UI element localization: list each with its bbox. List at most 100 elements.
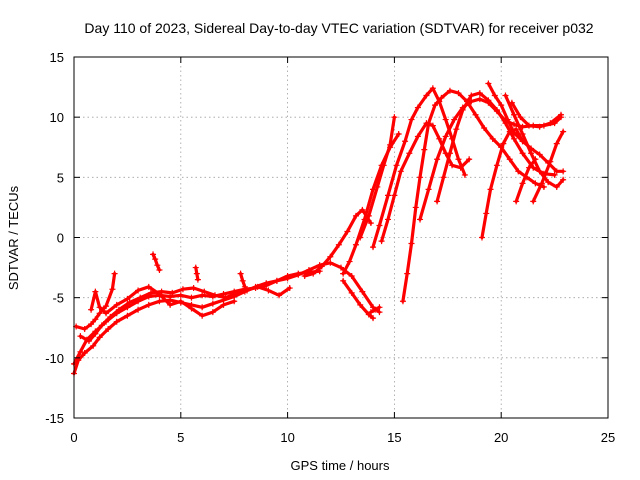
data-point-marker <box>528 150 535 157</box>
data-point-marker <box>177 292 184 299</box>
data-point-marker <box>137 294 144 301</box>
data-point-marker <box>318 263 325 270</box>
data-point-marker <box>466 156 473 163</box>
data-point-marker <box>408 240 415 247</box>
data-point-marker <box>305 266 312 273</box>
data-point-marker <box>378 238 385 245</box>
data-point-marker <box>532 156 539 163</box>
data-point-marker <box>449 162 456 169</box>
data-point-marker <box>209 309 216 316</box>
data-point-marker <box>352 212 359 219</box>
data-point-marker <box>423 92 430 99</box>
series-trace <box>510 101 563 129</box>
data-point-marker <box>113 318 120 325</box>
data-point-marker <box>489 135 496 142</box>
data-point-marker <box>417 174 424 181</box>
data-point-marker <box>359 206 366 213</box>
data-point-marker <box>434 156 441 163</box>
data-point-marker <box>402 138 409 145</box>
data-point-marker <box>348 289 355 296</box>
series-spike-near-6h <box>192 264 201 283</box>
series-tail-near-14h <box>367 304 383 316</box>
data-point-marker <box>414 133 421 140</box>
data-point-marker <box>105 325 112 332</box>
series-early-band-e <box>88 283 238 319</box>
data-point-marker <box>273 277 280 284</box>
data-point-marker <box>135 287 142 294</box>
data-point-marker <box>532 180 539 187</box>
data-point-marker <box>498 102 505 109</box>
data-point-marker <box>434 198 441 205</box>
data-point-marker <box>88 306 95 313</box>
data-point-marker <box>476 90 483 97</box>
data-point-marker <box>92 330 99 337</box>
data-point-marker <box>506 156 513 163</box>
data-point-marker <box>367 309 374 316</box>
x-axis-label: GPS time / hours <box>291 458 390 473</box>
data-point-marker <box>233 289 240 296</box>
data-point-marker <box>515 168 522 175</box>
series-trace <box>401 89 546 303</box>
data-point-marker <box>425 120 432 127</box>
data-point-marker <box>513 126 520 133</box>
data-point-marker <box>190 285 197 292</box>
y-tick-label: 0 <box>57 231 64 246</box>
data-point-marker <box>511 111 518 118</box>
data-point-marker <box>525 122 532 129</box>
data-point-marker <box>359 288 366 295</box>
data-point-marker <box>440 174 447 181</box>
data-point-marker <box>150 251 157 258</box>
data-point-marker <box>179 286 186 293</box>
data-point-marker <box>553 168 560 175</box>
data-point-marker <box>357 301 364 308</box>
data-point-marker <box>376 304 383 311</box>
data-point-marker <box>152 256 159 263</box>
data-point-marker <box>77 333 84 340</box>
data-point-marker <box>425 186 432 193</box>
data-point-marker <box>77 348 84 355</box>
data-point-marker <box>538 180 545 187</box>
data-point-marker <box>545 179 552 186</box>
series-arc-f <box>502 92 567 190</box>
y-tick-label: -10 <box>45 351 64 366</box>
data-point-marker <box>387 141 394 148</box>
x-tick-label: 15 <box>387 430 401 445</box>
data-point-marker <box>254 283 261 290</box>
data-point-marker <box>446 87 453 94</box>
series-trace <box>514 157 537 203</box>
data-point-marker <box>220 301 227 308</box>
data-point-marker <box>412 204 419 211</box>
series-trace <box>72 261 381 376</box>
series-early-band-b <box>71 259 383 377</box>
data-point-marker <box>506 128 513 135</box>
data-point-marker <box>493 162 500 169</box>
data-point-marker <box>391 114 398 121</box>
data-point-marker <box>397 168 404 175</box>
series-trace <box>371 86 467 249</box>
y-tick-label: 5 <box>57 170 64 185</box>
plot-series <box>71 80 567 377</box>
data-point-marker <box>113 301 120 308</box>
data-point-marker <box>429 85 436 92</box>
data-point-marker <box>109 286 116 293</box>
data-point-marker <box>344 228 351 235</box>
data-point-marker <box>476 96 483 103</box>
data-point-marker <box>399 298 406 305</box>
data-point-marker <box>286 285 293 292</box>
data-point-marker <box>96 310 103 317</box>
data-point-marker <box>530 198 537 205</box>
data-point-marker <box>241 283 248 290</box>
data-point-marker <box>237 270 244 277</box>
data-point-marker <box>558 111 565 118</box>
data-point-marker <box>513 198 520 205</box>
data-point-marker <box>481 124 488 131</box>
data-point-marker <box>301 273 308 280</box>
series-trace <box>358 115 396 240</box>
data-point-marker <box>502 92 509 99</box>
data-point-marker <box>81 350 88 357</box>
data-point-marker <box>92 316 99 323</box>
data-point-marker <box>442 133 449 140</box>
data-point-marker <box>340 277 347 284</box>
data-point-marker <box>98 322 105 329</box>
